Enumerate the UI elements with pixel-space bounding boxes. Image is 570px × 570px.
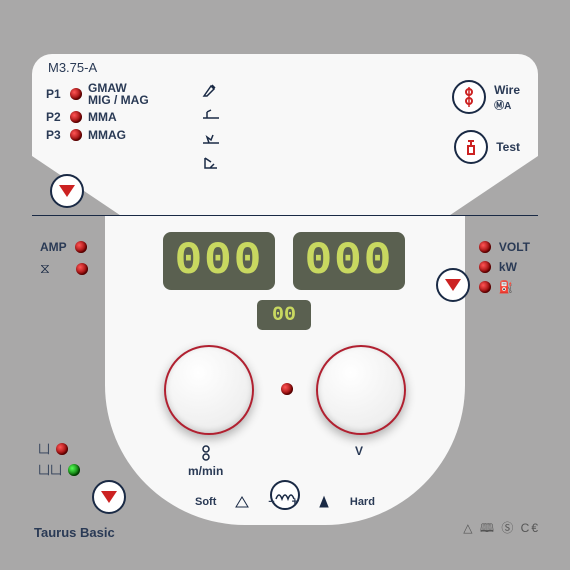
volt-led — [479, 241, 491, 253]
volt-group: VOLT kW ⛽ — [479, 240, 530, 300]
gas-valve-icon — [463, 138, 479, 156]
p3-led — [70, 129, 82, 141]
volt-label: VOLT — [499, 240, 530, 254]
program-row-p2: P2 MMA — [46, 110, 149, 124]
p1-label: P1 — [46, 87, 64, 101]
plate-icon — [200, 104, 222, 126]
soft-label: Soft — [195, 496, 216, 508]
feed-unit: m/min — [188, 444, 223, 478]
minus-icon: − — [268, 496, 274, 508]
amp-led — [75, 241, 87, 253]
wire-button[interactable] — [452, 80, 486, 114]
test-label: Test — [496, 140, 520, 154]
display-left: 000 — [163, 232, 275, 290]
gas-led — [479, 281, 491, 293]
p2-led — [70, 111, 82, 123]
program-row-p1: P1 GMAW MIG / MAG — [46, 82, 149, 106]
wire-group: Wire ⓂA — [452, 80, 520, 114]
voltage-knob[interactable] — [316, 345, 406, 435]
test-group: Test — [454, 130, 520, 164]
torch-icon — [200, 80, 222, 102]
kw-label: kW — [499, 260, 517, 274]
time-led — [76, 263, 88, 275]
cone-hard-icon — [315, 495, 333, 509]
gas-icon: ⛽ — [499, 280, 514, 294]
trigger-select-button[interactable] — [92, 480, 126, 514]
product-name: Taurus Basic — [34, 525, 115, 540]
bottom-panel — [105, 215, 465, 525]
center-led — [281, 383, 293, 395]
hourglass-icon: ⧖ — [40, 260, 68, 277]
mode-4t-icon: ⼐⼐ — [38, 461, 62, 478]
mode-2t-led — [56, 443, 68, 455]
mode-4t-led — [68, 464, 80, 476]
kw-led — [479, 261, 491, 273]
amp-label: AMP — [40, 240, 67, 254]
feed-icon — [197, 444, 215, 462]
volt-unit: V — [355, 444, 363, 458]
wire-sublabel: ⓂA — [494, 97, 520, 112]
plus-icon: + — [292, 496, 298, 508]
feed-knob[interactable] — [164, 345, 254, 435]
p1-text: GMAW MIG / MAG — [88, 82, 149, 106]
hard-label: Hard — [350, 496, 375, 508]
p1-led — [70, 88, 82, 100]
mode-icons — [200, 80, 222, 174]
mode-2t-icon: ⼐ — [38, 440, 50, 457]
soft-hard-scale: Soft − + Hard — [195, 495, 375, 509]
readout-select-button[interactable] — [436, 268, 470, 302]
program-row-p3: P3 MMAG — [46, 128, 149, 142]
cone-soft-icon — [233, 495, 251, 509]
test-button[interactable] — [454, 130, 488, 164]
display-small: 00 — [257, 300, 311, 330]
feed-unit-text: m/min — [188, 464, 223, 478]
cert-marks: △ 🕮 Ⓢ C€ — [463, 519, 540, 540]
wire-feed-icon — [460, 87, 478, 107]
arc-icon — [200, 152, 222, 174]
trigger-group: ⼐ ⼐⼐ — [38, 440, 80, 482]
program-group: P1 GMAW MIG / MAG P2 MMA P3 MMAG — [46, 82, 149, 146]
amp-group: AMP ⧖ — [40, 240, 88, 283]
wire-label: Wire — [494, 83, 520, 97]
display-right: 000 — [293, 232, 405, 290]
program-select-button[interactable] — [50, 174, 84, 208]
p3-text: MMAG — [88, 129, 126, 141]
p3-label: P3 — [46, 128, 64, 142]
p2-label: P2 — [46, 110, 64, 124]
model-label: M3.75-A — [48, 60, 97, 75]
panel-divider — [32, 215, 538, 216]
spark-icon — [200, 128, 222, 150]
p2-text: MMA — [88, 111, 117, 123]
